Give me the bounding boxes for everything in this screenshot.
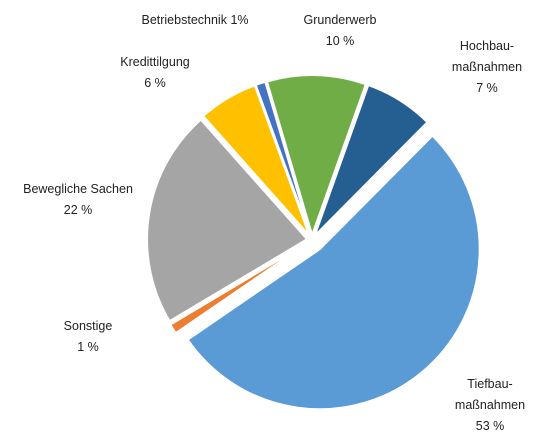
slice-label: Tiefbau- maßnahmen 53 % [455,374,525,437]
category-label: Betriebstechnik [141,13,227,27]
slice-label: Betriebstechnik 1% [141,10,248,31]
value-label: 6 % [144,76,166,90]
value-label: 53 % [475,419,505,433]
pie-slice [313,83,429,237]
category-label: Grunderwerb [303,13,377,27]
pie-slice [168,241,309,335]
slice-label: Sonstige 1 % [64,316,113,358]
slice-label: Grunderwerb 10 % [304,10,377,52]
value-label: 22 % [63,203,93,217]
value-label: 1% [230,13,249,27]
category-label: Tiefbau- maßnahmen [454,377,526,412]
category-label: Hochbau- maßnahmen [451,39,523,74]
pie-slice [186,134,481,411]
category-label: Kredittilgung [120,55,190,69]
pie-slice [254,80,312,236]
pie-slice [265,74,368,239]
category-label: Sonstige [63,319,113,333]
slice-label: Bewegliche Sachen 22 % [23,179,133,221]
value-label: 1 % [77,340,99,354]
category-label: Bewegliche Sachen [23,182,133,196]
pie-slice [146,118,309,323]
slice-label: Kredittilgung 6 % [120,52,190,94]
value-label: 7 % [476,81,498,95]
value-label: 10 % [325,34,355,48]
pie-slice [201,84,311,237]
slice-label: Hochbau- maßnahmen 7 % [452,36,522,99]
